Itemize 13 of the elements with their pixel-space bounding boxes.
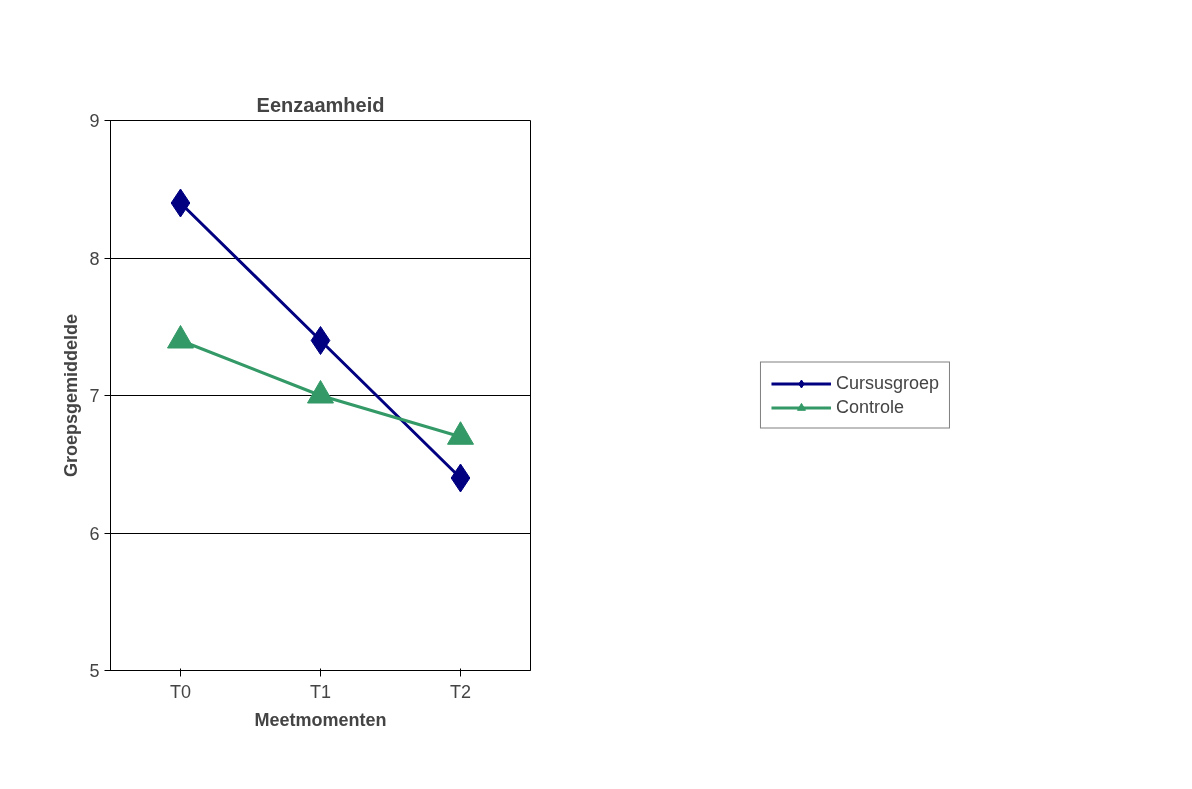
x-tick-label: T1 <box>310 681 332 702</box>
x-axis-title: Meetmomenten <box>254 709 387 730</box>
legend-label: Controle <box>835 396 905 418</box>
legend-label: Cursusgroep <box>835 372 940 394</box>
y-tick-label: 7 <box>89 386 100 406</box>
chart-title: Eenzaamheid <box>256 93 385 116</box>
x-tick-label: T2 <box>450 681 472 702</box>
y-tick-label: 5 <box>89 661 100 681</box>
y-tick-label: 8 <box>89 248 100 269</box>
x-tick-label: T0 <box>170 681 192 702</box>
y-tick-label: 6 <box>89 523 100 544</box>
y-tick-label: 9 <box>89 111 100 131</box>
y-axis-title: Groepsgemiddelde <box>61 313 82 478</box>
